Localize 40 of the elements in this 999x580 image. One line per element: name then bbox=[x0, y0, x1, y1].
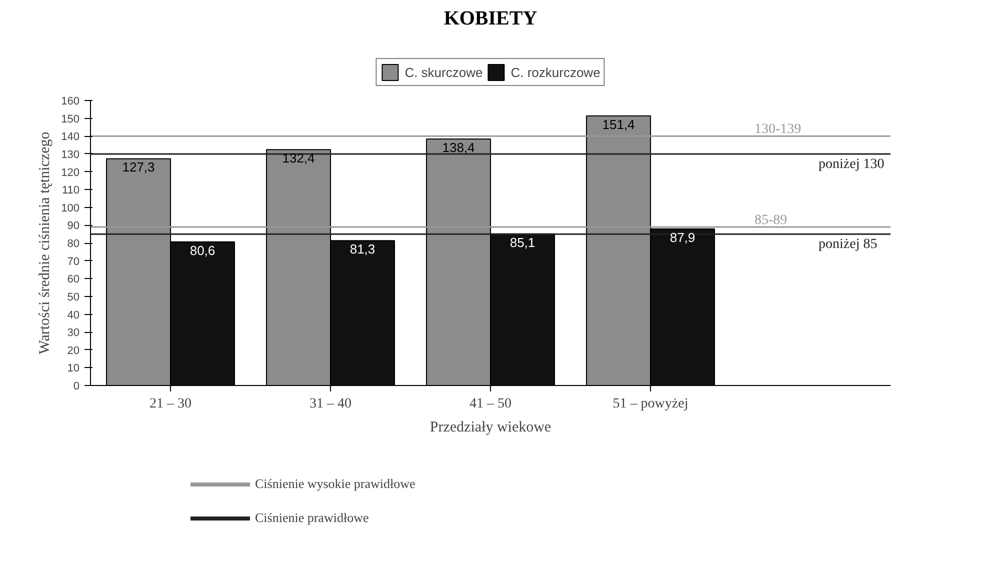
y-tick-label: 60 bbox=[67, 274, 80, 286]
x-tick-label: 21 – 30 bbox=[150, 396, 192, 412]
x-tick-label: 41 – 50 bbox=[470, 396, 512, 412]
x-tick-label: 51 – powyżej bbox=[612, 396, 688, 412]
y-tick-label: 10 bbox=[67, 362, 80, 375]
annotation: 85-89 bbox=[754, 212, 788, 228]
y-tick-label: 40 bbox=[67, 309, 80, 322]
y-tick-label: 20 bbox=[67, 344, 80, 357]
ref-line-label: poniżej 85 bbox=[818, 237, 878, 252]
y-tick-label: 100 bbox=[61, 202, 80, 214]
data-label: 151,4 bbox=[602, 116, 635, 132]
y-tick-label: 50 bbox=[67, 291, 80, 304]
y-tick-label: 70 bbox=[67, 256, 80, 268]
y-tick-label: 80 bbox=[67, 238, 80, 250]
data-label: 85,1 bbox=[510, 234, 536, 250]
data-label: 80,6 bbox=[190, 242, 216, 258]
legend-label: C. rozkurczowe bbox=[510, 64, 600, 80]
chart-title: KOBIETY bbox=[444, 8, 538, 30]
data-label: 138,4 bbox=[442, 140, 475, 155]
y-tick-label: 120 bbox=[61, 166, 80, 179]
annotation: 130-139 bbox=[754, 122, 802, 138]
legend-label: C. skurczowe bbox=[404, 64, 483, 80]
data-label: 132,4 bbox=[282, 150, 315, 166]
y-tick-label: 160 bbox=[61, 96, 80, 108]
text: Ciśnienie wysokie prawidłowe bbox=[255, 476, 416, 492]
y-axis-title: Wartości średnie ciśnienia tętniczego bbox=[37, 132, 54, 354]
y-tick-label: 150 bbox=[61, 113, 80, 126]
y-tick-label: 30 bbox=[67, 327, 80, 340]
y-tick-label: 110 bbox=[62, 184, 80, 197]
y-tick-label: 0 bbox=[73, 380, 80, 392]
text: Ciśnienie prawidłowe bbox=[255, 510, 369, 526]
x-tick-label: 31 – 40 bbox=[310, 396, 352, 412]
data-label: 87,9 bbox=[670, 230, 696, 245]
data-label: 127,3 bbox=[122, 160, 155, 175]
y-tick-label: 90 bbox=[67, 220, 80, 232]
ref-line-label: poniżej 130 bbox=[818, 156, 884, 172]
x-axis-title: Przedziały wiekowe bbox=[430, 420, 552, 436]
y-tick-label: 130 bbox=[61, 148, 80, 161]
y-tick-label: 140 bbox=[61, 131, 80, 144]
data-label: 81,3 bbox=[350, 242, 376, 257]
